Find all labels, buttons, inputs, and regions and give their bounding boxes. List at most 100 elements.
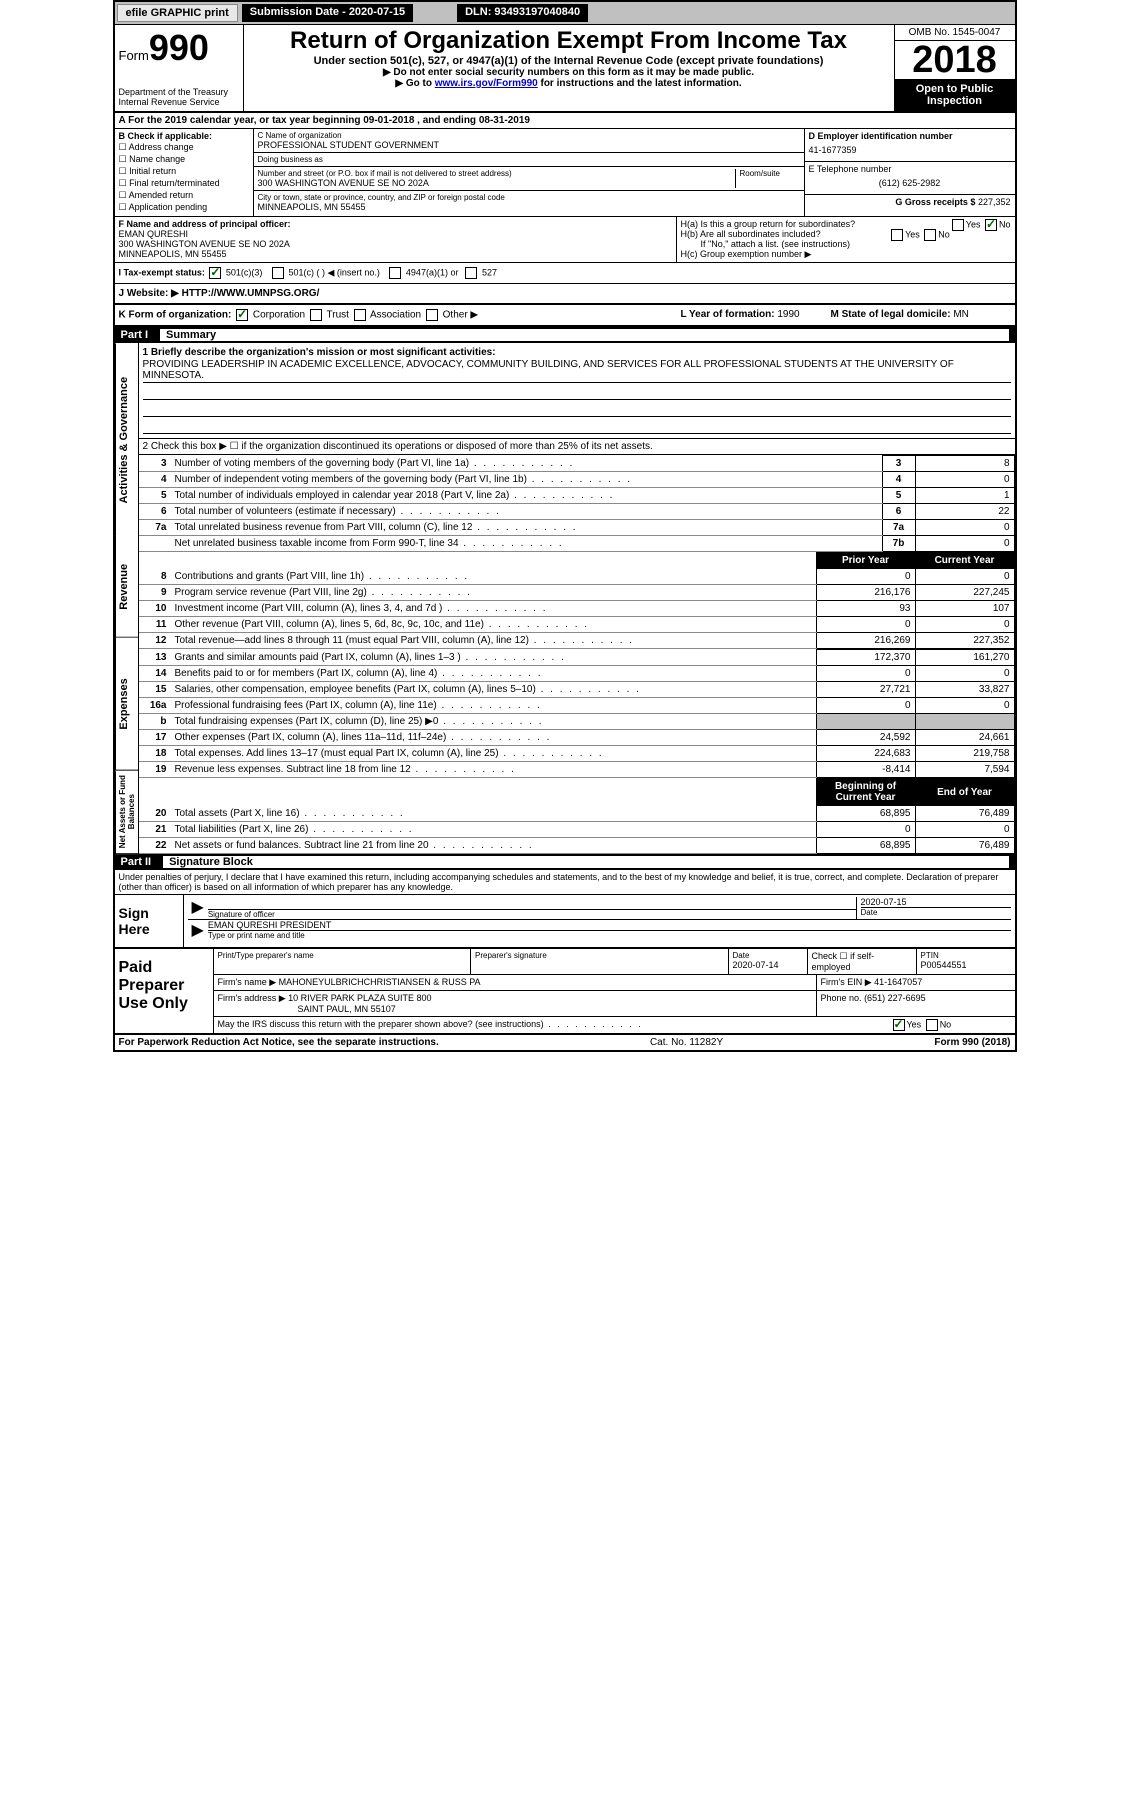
ha-no[interactable] [985, 219, 997, 231]
website-label: J Website: ▶ [119, 288, 179, 299]
efile-button[interactable]: efile GRAPHIC print [117, 4, 238, 22]
ha-row: H(a) Is this a group return for subordin… [681, 219, 1011, 229]
discuss-yes[interactable] [893, 1019, 905, 1031]
chk-final[interactable]: ☐ Final return/terminated [119, 178, 249, 189]
exp-table: 13Grants and similar amounts paid (Part … [139, 649, 1015, 778]
table-row: 4Number of independent voting members of… [139, 472, 1015, 488]
prep-row2: Firm's name ▶ MAHONEYULBRICHCHRISTIANSEN… [214, 975, 1015, 991]
part1-body: Activities & Governance Revenue Expenses… [115, 343, 1015, 854]
table-row: 18Total expenses. Add lines 13–17 (must … [139, 746, 1015, 762]
phone-value: (612) 625-2982 [809, 174, 1011, 192]
arrow-icon: ▶ [188, 897, 208, 919]
header-center: Return of Organization Exempt From Incom… [244, 25, 894, 111]
self-emp: Check ☐ if self-employed [808, 949, 917, 974]
current-year-hdr: Current Year [915, 553, 1014, 569]
hb-note: If "No," attach a list. (see instruction… [681, 239, 1011, 249]
discuss-row: May the IRS discuss this return with the… [214, 1017, 1015, 1033]
te-501c3[interactable] [209, 267, 221, 279]
block-de: D Employer identification number 41-1677… [804, 129, 1015, 216]
line1-label: 1 Briefly describe the organization's mi… [143, 347, 496, 358]
form-sub1: Under section 501(c), 527, or 4947(a)(1)… [250, 55, 888, 67]
sig-row1: ▶ Signature of officer 2020-07-15 Date [188, 897, 1011, 920]
form-number: Form990 [119, 27, 239, 69]
k-assoc[interactable] [354, 309, 366, 321]
street-label: Number and street (or P.O. box if mail i… [258, 169, 735, 178]
part1-label: Part I [121, 329, 157, 341]
line1-blank2 [143, 400, 1011, 417]
table-row: bTotal fundraising expenses (Part IX, co… [139, 714, 1015, 730]
block-c: C Name of organization PROFESSIONAL STUD… [254, 129, 804, 216]
city-value: MINNEAPOLIS, MN 55455 [258, 202, 800, 212]
form-990-page: efile GRAPHIC print Submission Date - 20… [113, 0, 1017, 1052]
street-cell: Number and street (or P.O. box if mail i… [254, 167, 804, 191]
top-bar: efile GRAPHIC print Submission Date - 20… [115, 2, 1015, 25]
discuss-no[interactable] [926, 1019, 938, 1031]
gross-cell: G Gross receipts $ 227,352 [805, 195, 1015, 209]
te-501c[interactable] [272, 267, 284, 279]
section-b-to-g: B Check if applicable: ☐ Address change … [115, 129, 1015, 217]
part2-header: Part II Signature Block [115, 854, 1015, 870]
phone-label: E Telephone number [809, 164, 1011, 174]
form-sub3: ▶ Go to www.irs.gov/Form990 for instruct… [250, 78, 888, 89]
officer-name: EMAN QURESHI PRESIDENT [208, 920, 1011, 930]
firm-phone: Phone no. (651) 227-6695 [817, 991, 1015, 1016]
po-label: F Name and address of principal officer: [119, 219, 291, 229]
dln-label: DLN: 93493197040840 [457, 4, 588, 22]
header-right: OMB No. 1545-0047 2018 Open to Public In… [894, 25, 1015, 111]
block-h: H(a) Is this a group return for subordin… [676, 217, 1015, 262]
k-other[interactable] [426, 309, 438, 321]
k-trust[interactable] [310, 309, 322, 321]
chk-name[interactable]: ☐ Name change [119, 154, 249, 165]
sign-label: Sign Here [115, 895, 184, 947]
te-527[interactable] [465, 267, 477, 279]
block-l: L Year of formation: 1990 [681, 309, 831, 321]
room-label: Room/suite [740, 169, 800, 178]
po-street: 300 WASHINGTON AVENUE SE NO 202A [119, 239, 290, 249]
sign-date-label: Date [861, 907, 1011, 917]
irs-link[interactable]: www.irs.gov/Form990 [435, 78, 538, 89]
footer: For Paperwork Reduction Act Notice, see … [115, 1035, 1015, 1050]
table-row: 11Other revenue (Part VIII, column (A), … [139, 617, 1015, 633]
block-k: K Form of organization: Corporation Trus… [119, 309, 681, 321]
line1-blank3 [143, 417, 1011, 434]
table-row: 22Net assets or fund balances. Subtract … [139, 838, 1015, 854]
tab-expenses: Expenses [115, 638, 138, 771]
name-label: C Name of organization [258, 131, 800, 140]
end-year-hdr: End of Year [915, 779, 1014, 806]
hb-no[interactable] [924, 229, 936, 241]
table-row: 12Total revenue—add lines 8 through 11 (… [139, 633, 1015, 649]
table-row: 15Salaries, other compensation, employee… [139, 682, 1015, 698]
line1-text: PROVIDING LEADERSHIP IN ACADEMIC EXCELLE… [143, 358, 1011, 383]
prep-name: Print/Type preparer's name [214, 949, 472, 974]
chk-amended[interactable]: ☐ Amended return [119, 190, 249, 201]
table-row: 3Number of voting members of the governi… [139, 456, 1015, 472]
te-4947[interactable] [389, 267, 401, 279]
sign-body: ▶ Signature of officer 2020-07-15 Date ▶… [184, 895, 1015, 947]
chk-pending[interactable]: ☐ Application pending [119, 202, 249, 213]
org-name-cell: C Name of organization PROFESSIONAL STUD… [254, 129, 804, 153]
ein-value: 41-1677359 [809, 141, 1011, 159]
table-row: 7aTotal unrelated business revenue from … [139, 520, 1015, 536]
open-public: Open to Public Inspection [895, 79, 1015, 111]
ein-label: D Employer identification number [809, 131, 953, 141]
chk-address[interactable]: ☐ Address change [119, 142, 249, 153]
begin-year-hdr: Beginning of Current Year [816, 779, 915, 806]
part1-header: Part I Summary [115, 327, 1015, 343]
tax-exempt-row: I Tax-exempt status: 501(c)(3) 501(c) ( … [115, 263, 1015, 284]
footer-right: Form 990 (2018) [934, 1037, 1010, 1048]
k-corp[interactable] [236, 309, 248, 321]
dba-cell: Doing business as [254, 153, 804, 167]
mission-block: 1 Briefly describe the organization's mi… [139, 343, 1015, 439]
tab-net: Net Assets or Fund Balances [115, 771, 138, 854]
paid-preparer-block: Paid Preparer Use Only Print/Type prepar… [115, 949, 1015, 1035]
net-year-header: Beginning of Current Year End of Year [139, 779, 1015, 806]
table-row: 13Grants and similar amounts paid (Part … [139, 650, 1015, 666]
chk-initial[interactable]: ☐ Initial return [119, 166, 249, 177]
net-table: Beginning of Current Year End of Year 20… [139, 778, 1015, 854]
hb-yes[interactable] [891, 229, 903, 241]
ha-yes[interactable] [952, 219, 964, 231]
website-url[interactable]: HTTP://WWW.UMNPSG.ORG/ [182, 288, 320, 299]
prep-row1: Print/Type preparer's name Preparer's si… [214, 949, 1015, 975]
table-row: 8Contributions and grants (Part VIII, li… [139, 569, 1015, 585]
footer-mid: Cat. No. 11282Y [439, 1037, 935, 1048]
